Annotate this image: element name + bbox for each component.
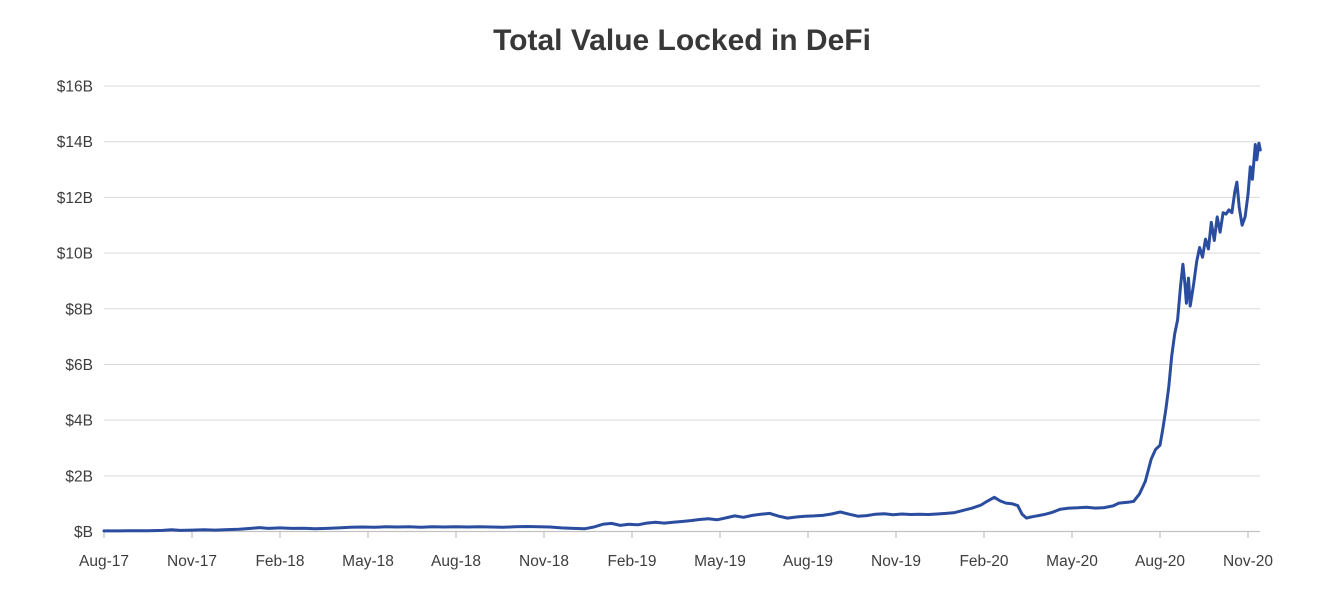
y-axis-label: $12B: [57, 190, 93, 207]
x-axis-label: Feb-18: [255, 553, 304, 570]
x-axis-label: Aug-19: [783, 553, 833, 570]
chart-title: Total Value Locked in DeFi: [493, 24, 871, 57]
x-axis-label: Feb-19: [607, 553, 656, 570]
y-axis-label: $4B: [65, 413, 93, 430]
y-axis-label: $2B: [65, 468, 93, 485]
y-axis-label: $10B: [57, 246, 93, 263]
x-axis-label: May-20: [1046, 553, 1098, 570]
y-axis-label: $B: [74, 524, 93, 541]
y-axis-label: $16B: [57, 79, 93, 96]
x-axis-label: Nov-19: [871, 553, 921, 570]
y-axis-label: $6B: [65, 357, 93, 374]
x-axis-label: Feb-20: [959, 553, 1008, 570]
y-axis-label: $14B: [57, 134, 93, 151]
x-axis-label: Nov-18: [519, 553, 569, 570]
x-axis-label: Nov-17: [167, 553, 217, 570]
x-axis-label: Aug-18: [431, 553, 481, 570]
x-axis-label: May-19: [694, 553, 746, 570]
x-axis-label: May-18: [342, 553, 394, 570]
x-axis-label: Aug-20: [1135, 553, 1185, 570]
x-axis-label: Nov-20: [1223, 553, 1273, 570]
x-axis-label: Aug-17: [79, 553, 129, 570]
tvl-series-line: [102, 141, 1262, 533]
y-axis-label: $8B: [65, 301, 93, 318]
